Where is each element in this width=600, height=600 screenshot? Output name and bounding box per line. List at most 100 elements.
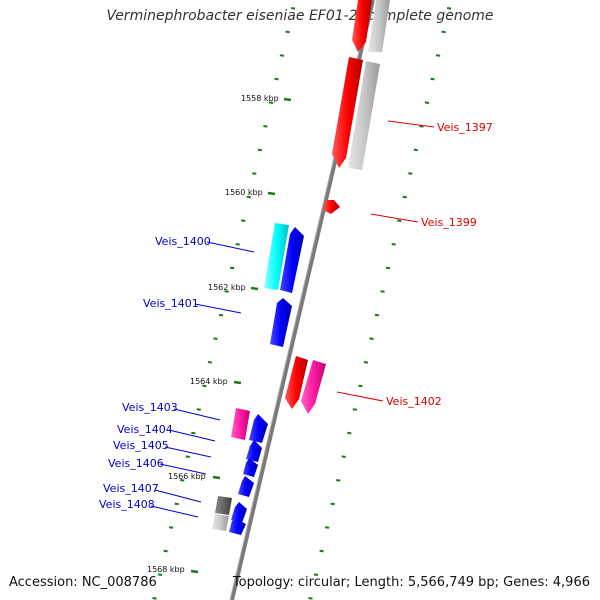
feature-blue-1[interactable] — [280, 227, 304, 293]
major-tick — [283, 97, 292, 102]
minor-tick — [391, 243, 396, 246]
minor-tick — [285, 30, 290, 34]
minor-tick — [174, 502, 179, 506]
leader-veis-1405 — [164, 446, 212, 458]
feature-blue-small[interactable] — [238, 476, 254, 497]
tick-label-1560: 1560 kbp — [225, 188, 263, 197]
leader-veis-1397 — [387, 120, 435, 128]
feature-veis-1406[interactable] — [243, 458, 258, 477]
feature-veis-1408-a[interactable] — [231, 502, 247, 523]
gene-label-veis-1403[interactable]: Veis_1403 — [122, 401, 178, 414]
minor-tick — [290, 7, 296, 10]
feature-veis-1400[interactable] — [264, 223, 289, 290]
map-title: Verminephrobacter eiseniae EF01-2, compl… — [106, 8, 494, 24]
feature-veis-1401[interactable] — [270, 298, 292, 347]
major-tick — [190, 569, 199, 574]
minor-tick — [341, 455, 346, 458]
minor-tick — [352, 408, 357, 411]
minor-tick — [441, 30, 446, 34]
gene-label-veis-1404[interactable]: Veis_1404 — [117, 423, 173, 436]
tick-label-1558: 1558 kbp — [241, 94, 279, 103]
minor-tick — [268, 101, 274, 104]
gene-label-veis-1397[interactable]: Veis_1397 — [437, 121, 493, 134]
minor-tick — [218, 313, 224, 317]
minor-tick — [358, 384, 363, 388]
gene-label-veis-1402[interactable]: Veis_1402 — [386, 395, 442, 408]
leader-veis-1403 — [173, 408, 221, 421]
feature-veis-1407[interactable] — [215, 496, 232, 515]
minor-tick — [224, 290, 229, 293]
minor-tick — [308, 597, 313, 600]
minor-tick — [168, 526, 174, 529]
gene-label-veis-1406[interactable]: Veis_1406 — [108, 457, 164, 470]
minor-tick — [274, 77, 279, 81]
feature-red-top[interactable] — [352, 0, 372, 52]
leader-veis-1407 — [154, 489, 202, 503]
major-tick — [250, 286, 259, 291]
leader-veis-1399 — [370, 213, 419, 223]
feature-gray-large[interactable] — [348, 61, 380, 170]
feature-veis-1408-b[interactable] — [229, 519, 246, 535]
minor-tick — [185, 455, 190, 458]
leader-veis-1404 — [168, 429, 216, 442]
gene-label-veis-1399[interactable]: Veis_1399 — [421, 216, 477, 229]
leader-veis-1400 — [206, 241, 255, 253]
leader-veis-1406 — [159, 463, 207, 475]
leader-veis-1408 — [150, 505, 199, 518]
minor-tick — [213, 337, 218, 340]
feature-gray-small[interactable] — [212, 514, 229, 531]
minor-tick — [246, 195, 251, 199]
gene-label-veis-1407[interactable]: Veis_1407 — [103, 482, 159, 495]
feature-veis-1405[interactable] — [246, 440, 262, 462]
minor-tick — [446, 7, 452, 10]
feature-veis-1404[interactable] — [249, 414, 268, 443]
tick-label-1566: 1566 kbp — [168, 472, 206, 481]
gene-label-veis-1401[interactable]: Veis_1401 — [143, 297, 199, 310]
feature-red-mid[interactable] — [285, 356, 308, 409]
gene-label-veis-1400[interactable]: Veis_1400 — [155, 235, 211, 248]
tick-label-1562: 1562 kbp — [208, 283, 246, 292]
minor-tick — [430, 77, 435, 81]
minor-tick — [369, 337, 374, 340]
minor-tick — [435, 54, 441, 57]
minor-tick — [363, 361, 369, 364]
gene-label-veis-1405[interactable]: Veis_1405 — [113, 439, 169, 452]
tick-label-1564: 1564 kbp — [190, 377, 228, 386]
minor-tick — [330, 502, 335, 506]
minor-tick — [252, 172, 257, 175]
minor-tick — [152, 597, 157, 600]
feature-veis-1399[interactable] — [323, 200, 340, 214]
accession-text: Accession: NC_008786 — [9, 575, 157, 590]
minor-tick — [180, 479, 185, 482]
feature-veis-1397[interactable] — [332, 57, 363, 168]
leader-veis-1401 — [194, 303, 242, 314]
minor-tick — [413, 148, 418, 152]
minor-tick — [163, 549, 168, 553]
minor-tick — [336, 479, 341, 482]
feature-veis-1403[interactable] — [231, 408, 250, 440]
minor-tick — [380, 290, 385, 293]
minor-tick — [196, 408, 201, 411]
minor-tick — [402, 195, 407, 199]
minor-tick — [324, 526, 330, 529]
minor-tick — [202, 384, 207, 388]
minor-tick — [347, 431, 352, 435]
feature-veis-1402[interactable] — [301, 360, 326, 414]
minor-tick — [157, 573, 163, 576]
major-tick — [233, 380, 242, 385]
feature-gray-top[interactable] — [368, 0, 390, 52]
major-tick — [267, 191, 276, 196]
topology-text: Topology: circular; Length: 5,566,749 bp… — [232, 575, 590, 590]
gene-label-veis-1408[interactable]: Veis_1408 — [99, 498, 155, 511]
minor-tick — [241, 219, 246, 222]
major-tick — [212, 475, 221, 480]
minor-tick — [263, 125, 268, 128]
minor-tick — [257, 148, 262, 152]
minor-tick — [279, 54, 285, 57]
minor-tick — [207, 361, 213, 364]
leader-veis-1402 — [336, 391, 384, 402]
tick-marks — [152, 7, 452, 600]
minor-tick — [191, 431, 196, 435]
tick-label-1568: 1568 kbp — [147, 565, 185, 574]
